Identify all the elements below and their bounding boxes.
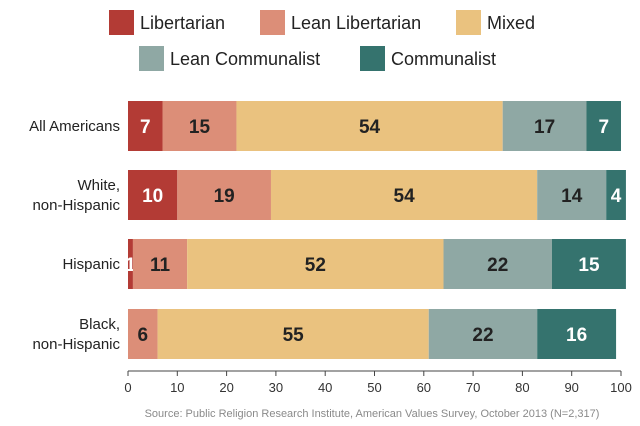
- x-tick-label: 80: [515, 380, 529, 395]
- source-note: Source: Public Religion Research Institu…: [145, 408, 600, 420]
- bar-segment-lean-communalist: [537, 170, 607, 220]
- legend-item-lean-libertarian: Lean Libertarian: [260, 10, 421, 35]
- legend-item-communalist: Communalist: [360, 46, 496, 71]
- bar-segment-mixed: [187, 239, 444, 289]
- category-label: Black,: [79, 316, 120, 333]
- data-label-lean-communalist: 22: [472, 325, 493, 346]
- data-label-lean-libertarian: 19: [214, 186, 235, 207]
- data-label-mixed: 54: [359, 117, 381, 138]
- data-label-lean-libertarian: 6: [138, 325, 149, 346]
- x-tick-label: 0: [124, 380, 131, 395]
- bar-segment-mixed: [157, 309, 429, 359]
- bar-segment-lean-libertarian: [128, 309, 158, 359]
- bar-segment-lean-libertarian: [162, 101, 237, 151]
- data-label-libertarian: 1: [125, 255, 136, 276]
- category-label: non-Hispanic: [32, 197, 120, 214]
- data-label-lean-libertarian: 15: [189, 117, 211, 138]
- legend-label-lean-communalist: Lean Communalist: [170, 49, 320, 69]
- data-label-lean-libertarian: 11: [150, 255, 171, 276]
- data-label-mixed: 55: [283, 325, 305, 346]
- data-label-lean-communalist: 17: [534, 117, 555, 138]
- bar-segment-communalist: [586, 101, 621, 151]
- bar-row-hispanic: 1 11 52 22 15: [125, 239, 626, 289]
- category-label: non-Hispanic: [32, 336, 120, 353]
- x-tick-label: 20: [219, 380, 233, 395]
- bar-segment-libertarian: [128, 239, 133, 289]
- x-tick-label: 70: [466, 380, 480, 395]
- legend-label-communalist: Communalist: [391, 49, 496, 69]
- legend-label-lean-libertarian: Lean Libertarian: [291, 13, 421, 33]
- legend: Libertarian Lean Libertarian Mixed Lean Com…: [109, 10, 535, 71]
- data-label-libertarian: 7: [140, 117, 151, 138]
- legend-item-lean-communalist: Lean Communalist: [139, 46, 320, 71]
- bar-segment-mixed: [236, 101, 503, 151]
- category-label: White,: [77, 177, 120, 194]
- bar-segment-communalist: [537, 309, 617, 359]
- legend-item-libertarian: Libertarian: [109, 10, 225, 35]
- bar-row-black-non-hispanic: 6 55 22 16: [128, 309, 617, 359]
- legend-label-mixed: Mixed: [487, 13, 535, 33]
- bar-segment-lean-communalist: [502, 101, 587, 151]
- bar-segment-libertarian: [128, 101, 163, 151]
- legend-label-libertarian: Libertarian: [140, 13, 225, 33]
- legend-swatch-communalist: [360, 46, 385, 71]
- legend-swatch-libertarian: [109, 10, 134, 35]
- bar-segment-lean-libertarian: [177, 170, 271, 220]
- category-labels: All Americans White, non-Hispanic Hispanic B…: [29, 118, 120, 353]
- data-label-mixed: 54: [394, 186, 416, 207]
- bars-area: 7 15 54 17 710 19 54 14 41 11 52 22 156 55 22 16: [125, 101, 626, 359]
- legend-swatch-lean-communalist: [139, 46, 164, 71]
- bar-segment-communalist: [606, 170, 626, 220]
- x-tick-label: 100: [610, 380, 632, 395]
- data-label-communalist: 16: [566, 325, 587, 346]
- x-axis: 0 10 20 30 40 50 60 70 80 90 100: [124, 370, 632, 395]
- data-label-communalist: 4: [611, 186, 622, 207]
- x-tick-label: 30: [269, 380, 283, 395]
- bar-segment-mixed: [270, 170, 538, 220]
- category-label: All Americans: [29, 118, 120, 135]
- category-label: Hispanic: [62, 256, 120, 273]
- bar-segment-lean-communalist: [428, 309, 538, 359]
- x-tick-label: 50: [367, 380, 381, 395]
- legend-item-mixed: Mixed: [456, 10, 535, 35]
- bar-segment-communalist: [551, 239, 626, 289]
- bar-segment-lean-libertarian: [132, 239, 188, 289]
- legend-swatch-mixed: [456, 10, 481, 35]
- data-label-communalist: 15: [578, 255, 600, 276]
- data-label-communalist: 7: [598, 117, 609, 138]
- x-tick-label: 60: [417, 380, 431, 395]
- x-tick-label: 90: [564, 380, 578, 395]
- data-label-libertarian: 10: [142, 186, 163, 207]
- bar-segment-libertarian: [128, 170, 178, 220]
- x-tick-label: 10: [170, 380, 184, 395]
- bar-segment-lean-communalist: [443, 239, 552, 289]
- x-tick-label: 40: [318, 380, 332, 395]
- data-label-lean-communalist: 14: [561, 186, 583, 207]
- legend-swatch-lean-libertarian: [260, 10, 285, 35]
- data-label-lean-communalist: 22: [487, 255, 508, 276]
- bar-row-all-americans: 7 15 54 17 7: [128, 101, 621, 151]
- data-label-mixed: 52: [305, 255, 326, 276]
- bar-row-white-non-hispanic: 10 19 54 14 4: [128, 170, 626, 220]
